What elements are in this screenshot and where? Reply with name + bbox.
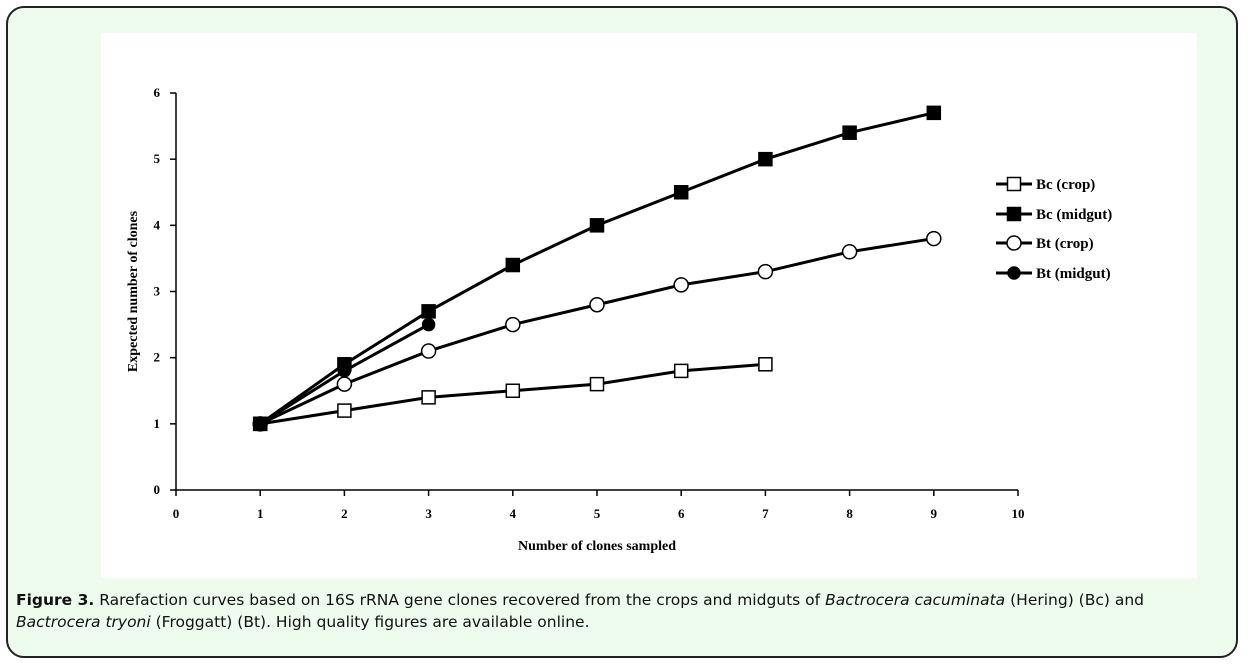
data-point [673,277,689,293]
x-tick-label: 6 [678,506,685,521]
y-tick-label: 0 [154,482,161,497]
caption-text: Rarefaction curves based on 16S rRNA gen… [16,591,1144,631]
x-tick-label: 10 [1012,506,1025,521]
y-tick-label: 1 [154,416,161,431]
x-tick-label: 8 [846,506,853,521]
data-point [757,263,774,280]
chart-area: 0 1 2 3 4 5 6 0 1 2 3 4 5 6 7 8 9 10 Number of clones samp… [101,33,1197,578]
legend-label: Bc (midgut) [1036,207,1112,223]
data-point [589,218,605,233]
data-point [589,296,605,313]
data-point [589,376,605,392]
x-tick-label: 2 [341,506,348,521]
y-tick-label: 4 [154,217,161,232]
data-point [505,257,521,273]
legend-marker [1006,235,1022,251]
y-tick-label: 6 [154,85,161,100]
caption-segment: (Hering) (Bc) and [1005,591,1145,609]
x-tick-label: 3 [425,506,432,521]
figure-caption: Figure 3. Rarefaction curves based on 16… [16,589,1216,633]
data-point [505,316,521,333]
caption-segment: Rarefaction curves based on 16S rRNA gen… [94,591,826,609]
data-point [758,357,773,372]
x-tick-label: 9 [931,506,938,521]
caption-species-name: Bactrocera tryoni [16,613,151,631]
y-tick-label: 5 [154,151,161,166]
legend-marker [1006,206,1022,222]
x-tick-label: 7 [762,506,769,521]
data-point [926,105,942,121]
data-point [842,125,857,140]
data-point [926,230,942,247]
legend-label: Bc (crop) [1036,177,1095,193]
data-point [841,244,858,260]
legend-label: Bt (midgut) [1036,266,1111,282]
data-point [421,304,436,319]
data-point [421,317,436,332]
caption-species-name: Bactrocera cacuminata [825,591,1006,609]
data-point [758,151,773,167]
x-axis-label: Number of clones sampled [518,539,676,554]
data-point [337,364,352,378]
legend-marker [1007,266,1021,280]
legend-label: Bt (crop) [1036,236,1094,252]
data-point [505,383,521,398]
figure-label: Figure 3. [16,591,95,609]
legend-marker [1006,176,1022,192]
data-point [253,417,267,431]
series-line [259,237,935,426]
rarefaction-chart: 0 1 2 3 4 5 6 0 1 2 3 4 5 6 7 8 9 10 Number of clones samp… [126,85,1112,554]
x-tick-label: 4 [510,506,517,521]
x-tick-label: 1 [257,506,264,521]
data-point [673,363,689,379]
y-tick-label: 2 [154,350,161,365]
data-point [337,403,352,418]
data-point [673,185,689,200]
data-point [421,390,436,405]
x-tick-label: 5 [594,506,601,521]
data-point [336,376,353,392]
caption-segment: (Froggatt) (Bt). High quality figures ar… [150,613,590,631]
data-point [420,343,437,359]
x-tick-label: 0 [173,506,180,521]
y-axis-label: Expected number of clones [126,210,141,372]
y-tick-label: 3 [154,284,161,299]
